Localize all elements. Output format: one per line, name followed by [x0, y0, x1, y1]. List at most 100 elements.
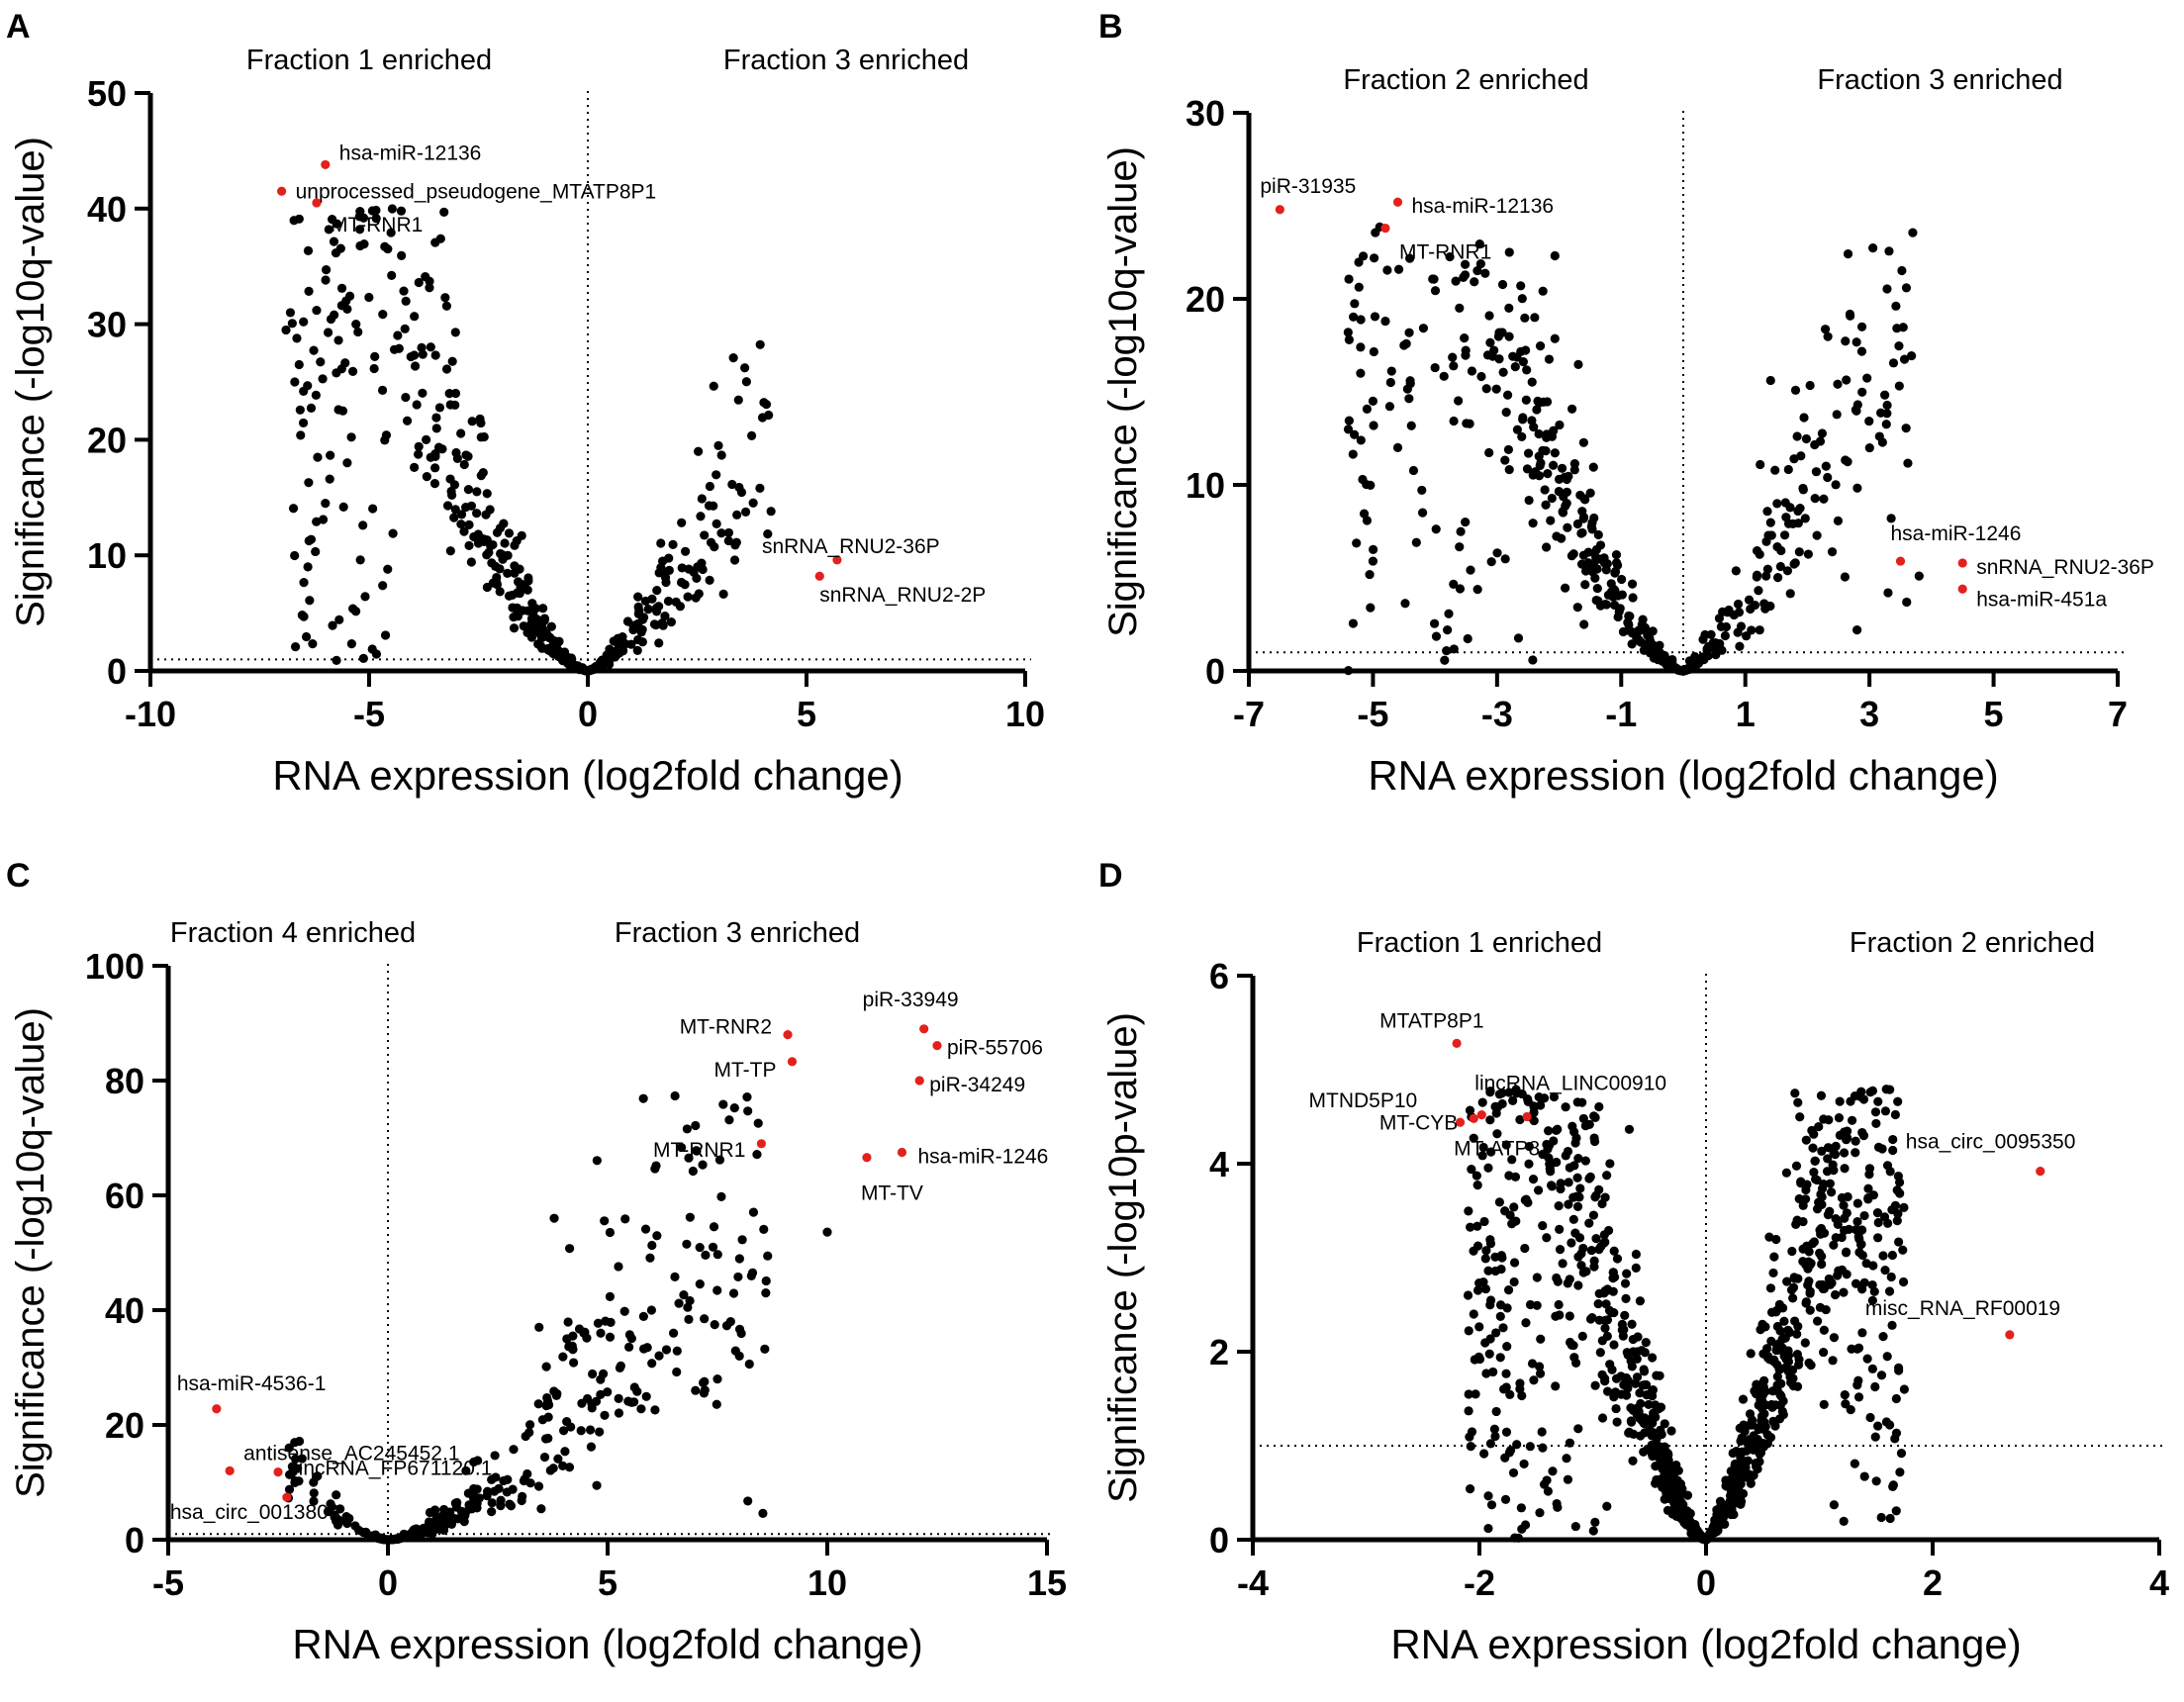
- data-point: [1868, 242, 1878, 253]
- highlight-point: [1455, 1117, 1466, 1127]
- data-point: [301, 631, 312, 642]
- data-point: [1500, 455, 1510, 465]
- data-point: [1603, 1225, 1614, 1236]
- data-point: [290, 1454, 301, 1464]
- data-point: [1577, 527, 1587, 538]
- data-point: [1431, 524, 1441, 534]
- highlight-point: [1469, 1113, 1478, 1123]
- x-axis-title: RNA expression (log2fold change): [1390, 1621, 2021, 1667]
- data-point: [1748, 1420, 1757, 1430]
- data-point: [1510, 362, 1520, 372]
- data-point: [1467, 366, 1477, 376]
- data-point: [1358, 251, 1369, 261]
- data-point: [638, 1093, 648, 1103]
- data-point: [414, 441, 424, 451]
- data-point: [1524, 1141, 1534, 1152]
- data-point: [763, 529, 773, 539]
- data-point: [1527, 377, 1537, 387]
- data-point: [1883, 588, 1893, 598]
- data-point: [1753, 1440, 1763, 1451]
- data-point: [1807, 1125, 1817, 1136]
- data-point: [1864, 1170, 1874, 1180]
- data-point: [1586, 1245, 1596, 1256]
- data-point: [397, 250, 407, 261]
- data-point: [418, 388, 427, 398]
- data-point: [510, 561, 520, 571]
- data-point: [1580, 580, 1590, 590]
- highlight-point: [273, 1466, 283, 1477]
- data-point: [1570, 1138, 1580, 1148]
- data-point: [1579, 619, 1589, 629]
- data-point: [624, 1342, 634, 1352]
- data-point: [734, 1351, 744, 1361]
- data-point: [709, 1222, 719, 1232]
- data-point: [701, 1250, 711, 1260]
- data-point: [1474, 239, 1484, 249]
- data-point: [1791, 1161, 1802, 1171]
- data-point: [663, 596, 674, 607]
- highlight-point: [914, 1076, 924, 1086]
- data-point: [445, 546, 455, 556]
- data-point: [698, 1160, 708, 1170]
- data-point: [1850, 1459, 1859, 1468]
- y-tick-label: 20: [1186, 279, 1225, 320]
- data-point: [1712, 1518, 1722, 1528]
- data-point: [358, 520, 368, 530]
- panel-letter: C: [6, 857, 31, 895]
- data-point: [378, 310, 388, 320]
- data-point: [1536, 1100, 1546, 1110]
- data-point: [1886, 1272, 1896, 1282]
- data-point: [1572, 603, 1582, 613]
- data-point: [1466, 1222, 1475, 1232]
- data-point: [1359, 509, 1370, 519]
- highlight-label: piR-55706: [947, 1037, 1043, 1060]
- data-point: [325, 474, 334, 484]
- data-point: [1573, 1424, 1583, 1434]
- data-point: [1857, 1127, 1867, 1138]
- data-point: [583, 1393, 593, 1404]
- data-point: [394, 343, 404, 353]
- data-point: [1501, 1382, 1511, 1392]
- data-point: [568, 1331, 578, 1341]
- highlight-label: hsa-miR-4536-1: [177, 1372, 327, 1395]
- data-point: [1800, 1338, 1810, 1348]
- data-point: [1839, 1225, 1850, 1236]
- data-point: [558, 1352, 568, 1362]
- data-point: [1812, 1204, 1823, 1214]
- data-point: [1862, 373, 1872, 383]
- data-point: [1655, 651, 1664, 661]
- data-point: [1845, 309, 1855, 320]
- data-point: [482, 582, 492, 593]
- data-point: [1801, 1135, 1811, 1145]
- data-point: [1515, 1114, 1525, 1125]
- data-point: [1605, 1360, 1615, 1370]
- data-point: [473, 1456, 483, 1466]
- data-point: [695, 1278, 705, 1289]
- data-point: [1455, 584, 1466, 594]
- data-point: [1793, 519, 1803, 528]
- data-point: [447, 356, 457, 366]
- data-point: [1562, 474, 1571, 485]
- data-point: [1418, 324, 1429, 333]
- data-point: [296, 430, 306, 440]
- highlight-point: [919, 1024, 929, 1034]
- data-point: [281, 325, 291, 335]
- data-point: [1393, 264, 1404, 274]
- y-tick-label: 10: [87, 535, 127, 576]
- data-point: [1356, 342, 1366, 352]
- data-point: [1731, 566, 1741, 576]
- data-point: [1840, 1164, 1850, 1174]
- data-point: [729, 1103, 739, 1113]
- data-point: [538, 604, 548, 614]
- data-point: [1555, 1244, 1566, 1255]
- data-point: [456, 510, 467, 520]
- data-point: [1494, 354, 1504, 364]
- data-point: [1751, 1458, 1760, 1468]
- data-point: [616, 1361, 625, 1371]
- data-point: [700, 1376, 710, 1386]
- data-point: [632, 1386, 642, 1396]
- data-point: [1584, 1119, 1594, 1129]
- data-point: [425, 276, 434, 286]
- data-point: [1491, 1406, 1501, 1417]
- data-point: [1573, 1280, 1583, 1290]
